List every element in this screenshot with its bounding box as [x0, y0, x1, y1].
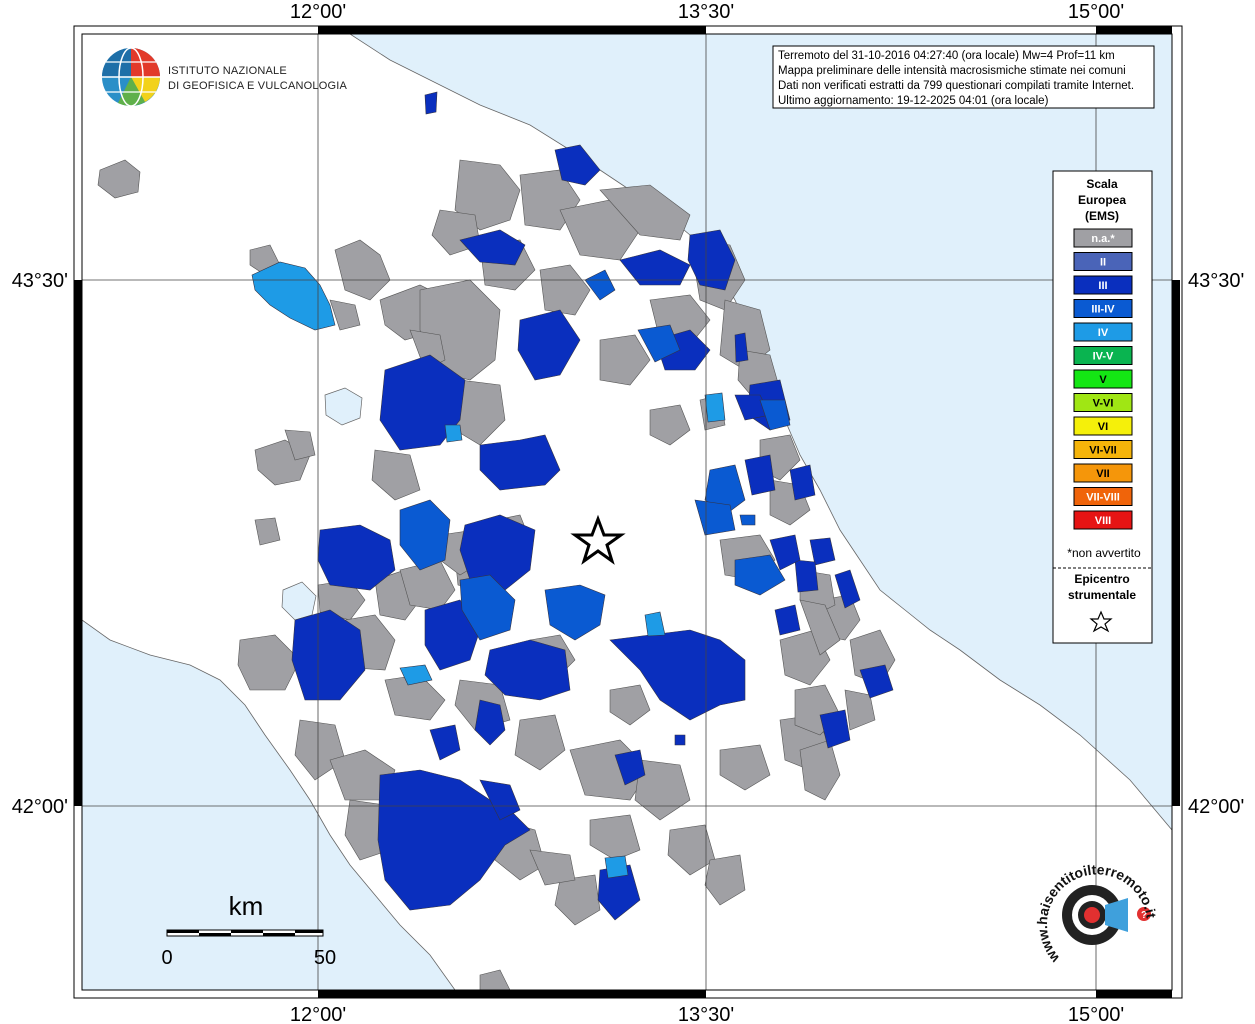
lake [324, 387, 363, 426]
municipalities-iii-iv [399, 269, 791, 641]
legend-star-icon [1089, 610, 1113, 633]
svg-text:?: ? [1141, 910, 1147, 921]
map-frame [73, 25, 1183, 999]
legend-swatch [1073, 252, 1133, 271]
ingv-globe-icon [102, 47, 160, 107]
scale-min-label: 0 [161, 947, 172, 969]
legend-swatch [1073, 369, 1133, 389]
legend-swatch [1073, 510, 1133, 530]
ingv-logo: ISTITUTO NAZIONALE DI GEOFISICA E VULCAN… [102, 47, 347, 107]
event-info-line: Terremoto del 31-10-2016 04:27:40 (ora l… [778, 50, 1115, 62]
lat-label: 42°00' [12, 796, 68, 818]
lon-label: 15°00' [1068, 1004, 1124, 1024]
legend-label: III [1098, 280, 1107, 292]
legend-swatch [1073, 275, 1133, 295]
lon-label: 13°30' [678, 1, 734, 23]
municipalities-iv [251, 261, 726, 879]
legend-swatch [1073, 416, 1133, 436]
lat-label: 42°00' [1188, 796, 1244, 818]
legend-swatch [1073, 440, 1133, 459]
legend-label: VI-VII [1089, 445, 1117, 457]
institute-name-line2: DI GEOFISICA E VULCANOLOGIA [168, 80, 347, 92]
legend-swatch [1073, 487, 1133, 506]
legend-label: II [1100, 257, 1106, 269]
axis-labels-right: 43°30' 42°00' [1188, 270, 1244, 818]
legend-swatch [1073, 228, 1133, 248]
municipalities-na [97, 159, 896, 990]
scale-max-label: 50 [314, 947, 336, 969]
legend-title: (EMS) [1085, 209, 1119, 223]
legend-label: VII-VIII [1086, 492, 1120, 504]
legend-swatch [1073, 346, 1133, 365]
question-icon [1137, 907, 1151, 921]
legend-note: *non avvertito [1067, 546, 1141, 560]
legend-label: n.a.* [1091, 233, 1115, 245]
event-info-line: Mappa preliminare delle intensità macros… [778, 65, 1126, 77]
legend-swatch [1073, 463, 1133, 483]
legend-label: V-VI [1093, 398, 1114, 410]
legend-swatch [1073, 393, 1133, 412]
ems-legend: Scala Europea (EMS) n.a.*IIIIIIII-IVIVIV… [1052, 170, 1153, 644]
legend-classes: n.a.*IIIIIIII-IVIVIV-VVV-VIVIVI-VIIVIIVI… [1073, 228, 1133, 530]
lon-label: 12°00' [290, 1004, 346, 1024]
lat-label: 43°30' [1188, 270, 1244, 292]
municipalities-iii [291, 91, 894, 921]
lon-label: 12°00' [290, 1, 346, 23]
adriatic-sea [349, 34, 1172, 831]
legend-label: III-IV [1091, 304, 1115, 316]
event-info-box: Terremoto del 31-10-2016 04:27:40 (ora l… [772, 45, 1155, 109]
legend-label: IV [1098, 327, 1109, 339]
axis-labels-top: 12°00' 13°30' 15°00' [290, 1, 1124, 23]
legend-label: VII [1096, 468, 1109, 480]
event-info-line: Dati non verificati estratti da 799 ques… [778, 80, 1134, 92]
legend-label: V [1099, 374, 1107, 386]
scale-bar: km 0 50 [161, 891, 336, 969]
legend-title: Europea [1078, 193, 1126, 207]
legend-label: VIII [1095, 515, 1112, 527]
legend-epicentre-label: strumentale [1068, 588, 1136, 602]
legend-swatch [1073, 299, 1133, 318]
axis-labels-left: 43°30' 42°00' [12, 270, 68, 818]
event-info-line: Ultimo aggiornamento: 19-12-2025 04:01 (… [778, 95, 1049, 107]
lat-label: 43°30' [12, 270, 68, 292]
lon-label: 15°00' [1068, 1, 1124, 23]
epicentre-star-icon [570, 514, 626, 565]
legend-label: VI [1098, 421, 1108, 433]
legend-swatch [1073, 322, 1133, 342]
scale-unit: km [229, 891, 264, 921]
tyrrhenian-sea [82, 619, 456, 990]
institute-name-line1: ISTITUTO NAZIONALE [168, 65, 287, 77]
lon-label: 13°30' [678, 1004, 734, 1024]
megaphone-icon [1105, 898, 1128, 932]
legend-epicentre-label: Epicentro [1074, 572, 1129, 586]
legend-label: IV-V [1093, 351, 1114, 363]
axis-labels-bottom: 12°00' 13°30' 15°00' [290, 1004, 1124, 1024]
legend-title: Scala [1086, 177, 1118, 191]
